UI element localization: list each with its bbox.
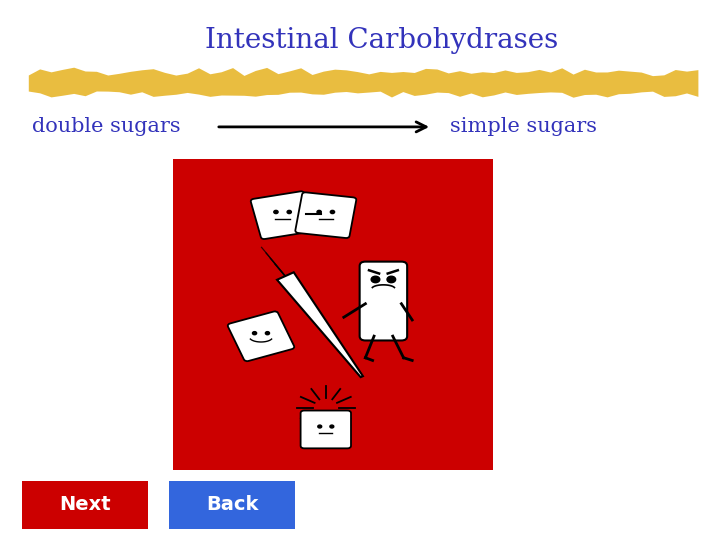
Bar	[169, 481, 295, 529]
FancyBboxPatch shape	[228, 312, 294, 361]
FancyBboxPatch shape	[295, 192, 356, 238]
Circle shape	[330, 211, 335, 214]
Bar	[22, 481, 148, 529]
Circle shape	[387, 276, 396, 283]
Circle shape	[266, 332, 269, 335]
Text: simple sugars: simple sugars	[450, 117, 597, 137]
FancyBboxPatch shape	[360, 261, 407, 341]
Bar	[173, 159, 493, 470]
Circle shape	[371, 276, 380, 283]
FancyBboxPatch shape	[251, 191, 315, 239]
Text: Intestinal Carbohydrases: Intestinal Carbohydrases	[205, 27, 558, 54]
Circle shape	[318, 425, 322, 428]
Circle shape	[287, 211, 292, 214]
Polygon shape	[277, 272, 363, 377]
Circle shape	[317, 211, 321, 214]
Circle shape	[274, 211, 278, 214]
Text: Next: Next	[59, 495, 110, 515]
FancyBboxPatch shape	[301, 410, 351, 448]
Text: double sugars: double sugars	[32, 117, 181, 137]
Circle shape	[330, 425, 334, 428]
Polygon shape	[29, 68, 698, 98]
Text: Back: Back	[206, 495, 258, 515]
Circle shape	[253, 332, 256, 335]
